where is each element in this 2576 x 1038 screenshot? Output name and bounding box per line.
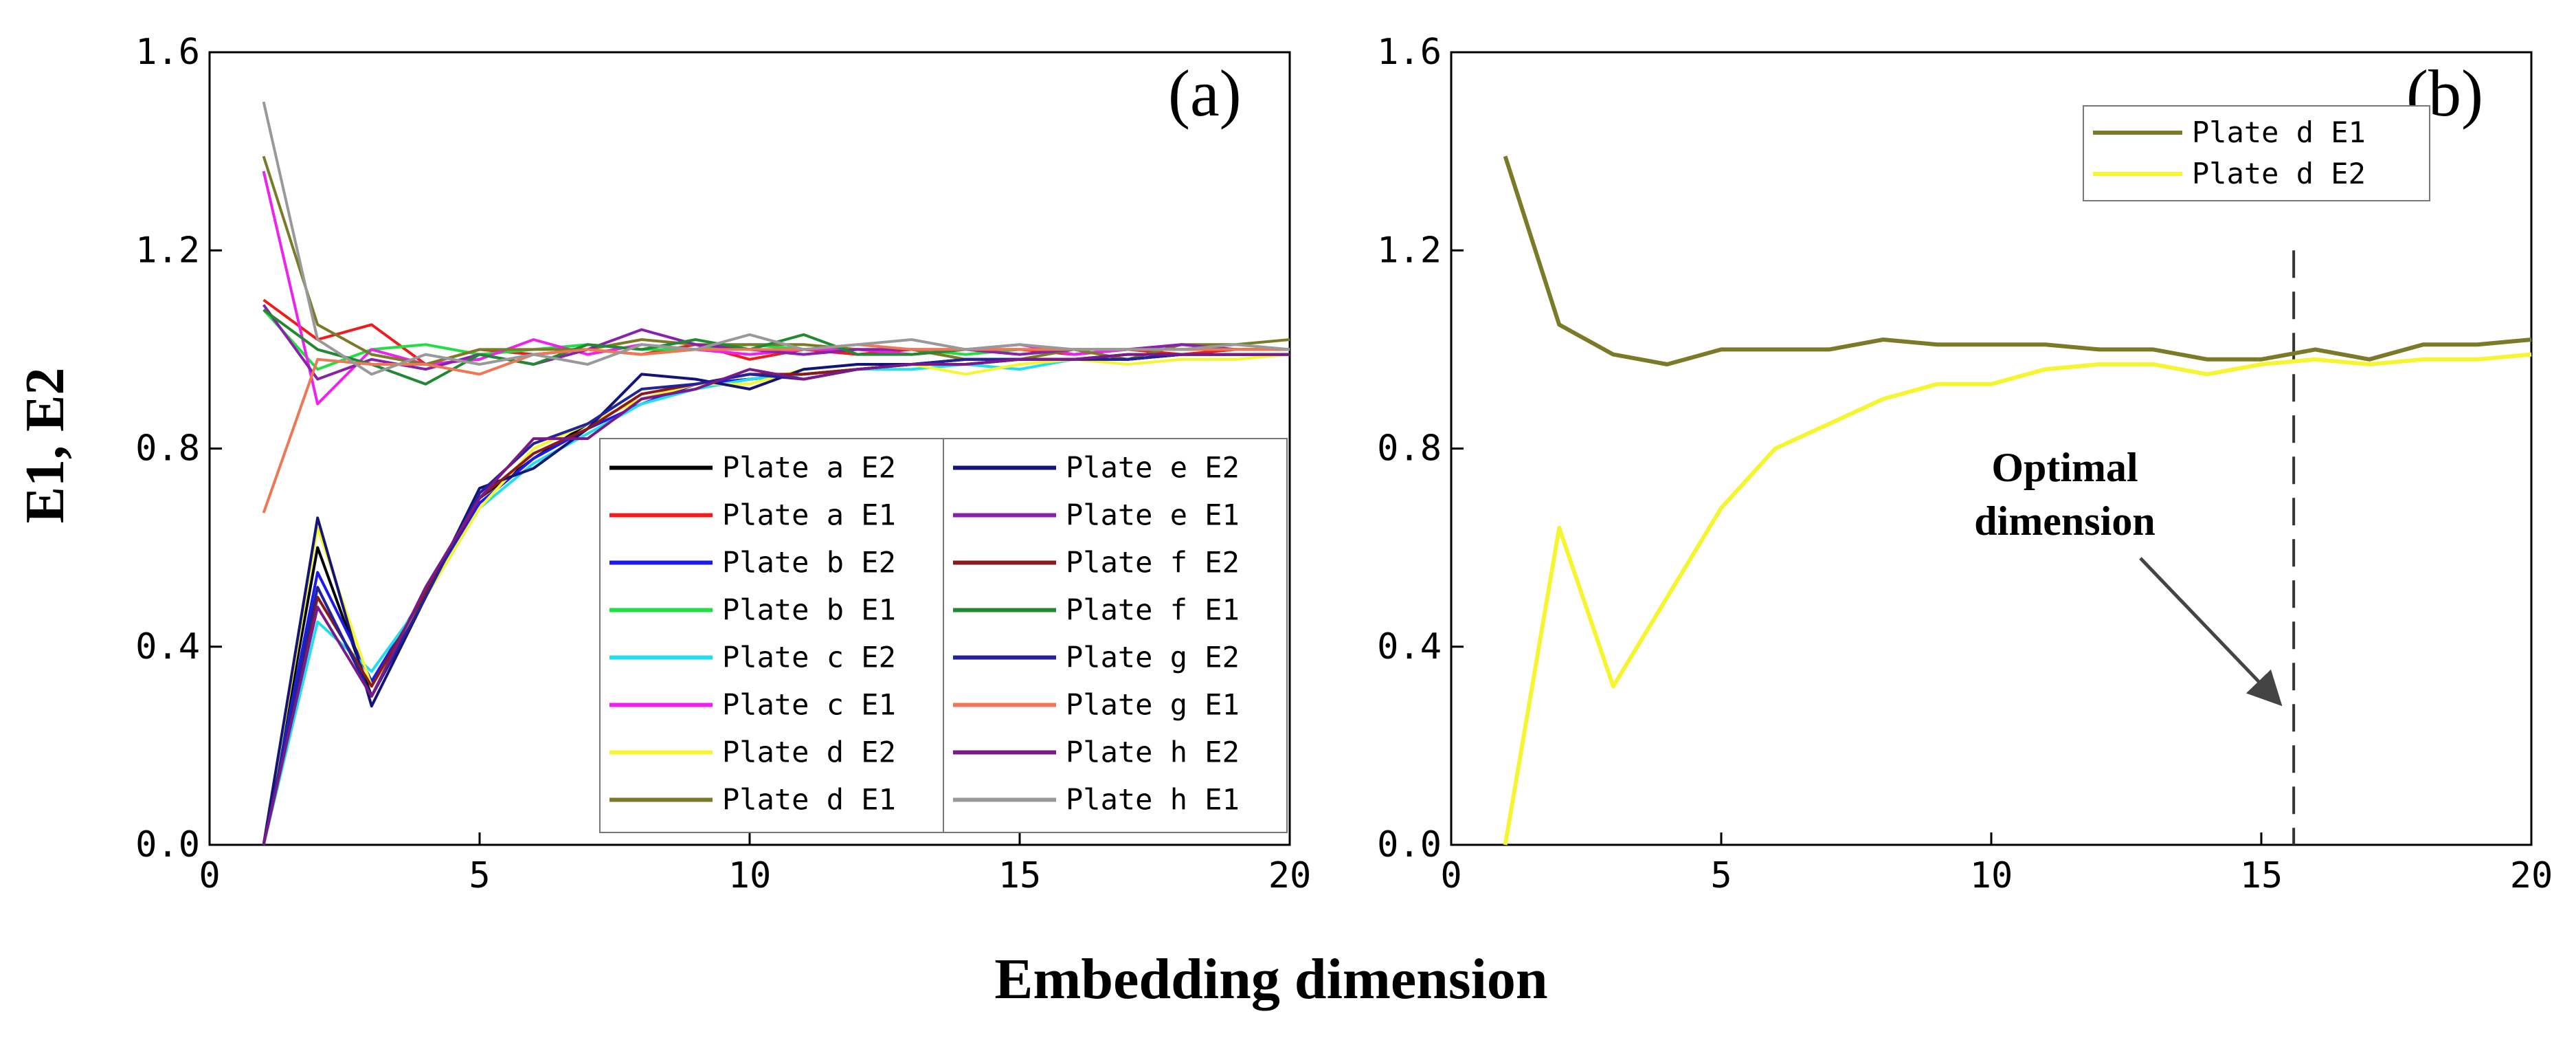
legend-label: Plate d E2 — [722, 736, 896, 769]
x-tick-label: 20 — [1268, 855, 1312, 896]
series-line-plate-d-e1 — [262, 155, 1290, 366]
y-tick-label: 1.2 — [135, 230, 200, 271]
x-tick-label: 0 — [199, 855, 220, 896]
panel-a-ticks: 0 5 10 15 20 0.0 0.4 0.8 1.2 1.6 — [135, 32, 1311, 896]
series-line-plate-b-e1 — [262, 309, 1290, 371]
x-tick-label: 15 — [2240, 855, 2283, 896]
x-tick-label: 0 — [1440, 855, 1461, 896]
x-tick-label: 5 — [469, 855, 490, 896]
panel-a-label: (a) — [1168, 56, 1242, 130]
legend-label: Plate d E1 — [2192, 115, 2366, 149]
legend-label: Plate b E2 — [722, 546, 896, 579]
annotation-line-1: Optimal — [1991, 445, 2138, 490]
legend-label: Plate g E1 — [1066, 688, 1240, 722]
series-line-plate-h-e2 — [262, 353, 1290, 846]
panel-b-lines — [1503, 155, 2532, 846]
legend-label: Plate h E2 — [1066, 736, 1240, 769]
x-axis-title: Embedding dimension — [994, 947, 1547, 1011]
y-tick-label: 0.4 — [135, 626, 200, 667]
x-tick-label: 10 — [728, 855, 772, 896]
legend-label: Plate c E1 — [722, 688, 896, 722]
legend-label: Plate f E2 — [1066, 546, 1240, 579]
x-tick-label: 10 — [1970, 855, 2013, 896]
x-tick-label: 15 — [998, 855, 1042, 896]
legend-label: Plate d E1 — [722, 783, 896, 817]
legend-box — [2083, 105, 2430, 201]
panel-a-lines — [262, 101, 1290, 846]
legend-label: Plate f E1 — [1066, 593, 1240, 627]
series-line-plate-d-e1 — [1503, 155, 2532, 366]
y-tick-label: 0.0 — [135, 824, 200, 865]
panel-a: 0 5 10 15 200.00.40.81.21.6 (a) Plate a E2Pl… — [135, 32, 1311, 896]
legend-label: Plate b E1 — [722, 593, 896, 627]
y-tick-label: 0.8 — [1377, 428, 1442, 470]
panel-b-ticks: 0 5 10 15 20 0.0 0.4 0.8 1.2 1.6 — [1377, 32, 2553, 896]
panel-a-legend: Plate a E2 Plate a E1 Plate b E2 Plate b E1… — [599, 438, 1288, 833]
annotation-line-2: dimension — [1974, 498, 2155, 544]
legend-label: Plate e E2 — [1066, 451, 1240, 485]
x-tick-label: 5 — [1710, 855, 1732, 896]
y-tick-label: 0.0 — [1377, 824, 1442, 865]
x-tick-label: 20 — [2510, 855, 2553, 896]
y-tick-label: 1.6 — [135, 32, 200, 73]
y-tick-label: 0.4 — [1377, 626, 1442, 667]
annotation-arrow — [2139, 557, 2283, 707]
legend-label: Plate a E2 — [722, 451, 896, 485]
panel-b-legend: Plate d E1 Plate d E2 — [2083, 105, 2430, 201]
y-tick-label: 0.8 — [135, 428, 200, 470]
y-tick-label: 1.2 — [1377, 230, 1442, 271]
legend-label: Plate c E2 — [722, 641, 896, 674]
series-line-plate-d-e2 — [1503, 352, 2532, 846]
legend-label: Plate g E2 — [1066, 641, 1240, 674]
legend-label: Plate a E1 — [722, 498, 896, 532]
series-line-plate-g-e2 — [262, 353, 1290, 846]
series-line-plate-h-e1 — [262, 101, 1290, 376]
panel-b: 0 5 10 15 200.00.40.81.21.6 (b) Plate d E1Pl… — [1377, 32, 2553, 896]
y-axis-title: E1, E2 — [15, 368, 76, 524]
legend-label: Plate h E1 — [1066, 783, 1240, 817]
legend-label: Plate d E2 — [2192, 157, 2366, 190]
y-tick-label: 1.6 — [1377, 32, 1442, 73]
legend-label: Plate e E1 — [1066, 498, 1240, 532]
